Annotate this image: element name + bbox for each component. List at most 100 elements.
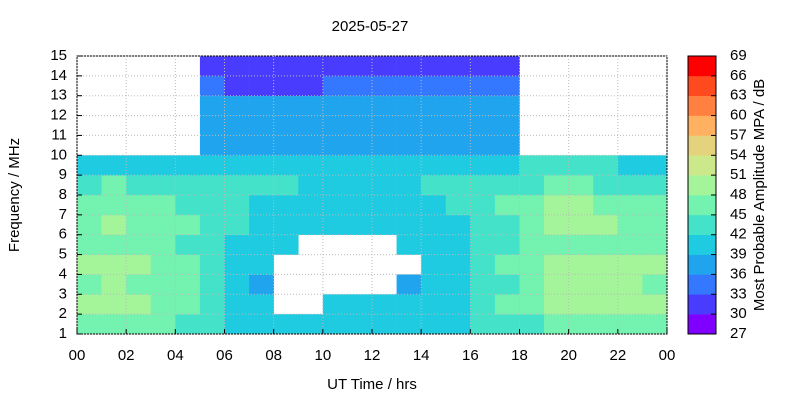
heatmap-cell <box>77 274 102 295</box>
heatmap-cell <box>642 195 668 216</box>
colorbar-swatch <box>688 294 716 315</box>
heatmap-cell <box>494 135 520 156</box>
heatmap-cell <box>347 175 373 196</box>
heatmap-cell <box>519 294 545 315</box>
heatmap-cell <box>199 115 225 136</box>
heatmap-cell <box>519 175 545 196</box>
heatmap-cell <box>568 254 594 275</box>
y-tick-label: 10 <box>50 146 67 163</box>
heatmap-cell <box>77 234 102 255</box>
heatmap-cell <box>445 294 471 315</box>
heatmap-cell <box>249 135 274 156</box>
heatmap-cell <box>494 56 520 77</box>
heatmap-cell <box>126 195 152 216</box>
heatmap-cell <box>494 195 520 216</box>
heatmap-cell <box>298 56 324 77</box>
colorbar-swatch <box>688 214 716 236</box>
heatmap-cell <box>347 155 373 176</box>
x-tick-label: 22 <box>609 347 626 364</box>
heatmap-cell <box>421 56 447 77</box>
heatmap-cell <box>249 155 274 176</box>
heatmap-cell <box>396 274 422 295</box>
heatmap-cell <box>101 195 127 216</box>
y-tick-label: 14 <box>50 67 67 84</box>
heatmap-cell <box>445 234 471 255</box>
heatmap-cell <box>568 195 594 216</box>
heatmap-cell <box>372 314 397 335</box>
heatmap-cell <box>396 234 422 255</box>
colorbar-tick-label: 27 <box>730 325 747 342</box>
x-tick-label: 20 <box>560 347 577 364</box>
heatmap-cell <box>519 195 545 216</box>
heatmap-cell <box>544 214 569 236</box>
heatmap-cell <box>372 155 397 176</box>
y-tick-label: 7 <box>59 206 67 223</box>
heatmap-cell <box>470 175 496 196</box>
y-tick-label: 9 <box>59 166 67 183</box>
heatmap-cell <box>347 314 373 335</box>
heatmap-cell <box>249 254 274 275</box>
heatmap-cell <box>126 155 152 176</box>
heatmap-cell <box>249 175 274 196</box>
heatmap-cell <box>199 135 225 156</box>
heatmap-cell <box>421 155 447 176</box>
heatmap-cell <box>470 75 496 97</box>
x-tick-label: 18 <box>511 347 528 364</box>
colorbar-swatch <box>688 115 716 136</box>
y-tick-label: 2 <box>59 305 67 322</box>
heatmap-cell <box>494 115 520 136</box>
heatmap-cell <box>126 314 152 335</box>
heatmap-cell <box>249 115 274 136</box>
colorbar-tick-label: 45 <box>730 206 747 223</box>
colorbar-tick-label: 66 <box>730 67 747 84</box>
y-tick-label: 1 <box>59 325 67 342</box>
heatmap-cell <box>544 175 569 196</box>
heatmap-cell <box>470 274 496 295</box>
heatmap-cell <box>544 155 569 176</box>
heatmap-cell <box>494 234 520 255</box>
heatmap-cell <box>347 115 373 136</box>
colorbar-tick-label: 54 <box>730 146 747 163</box>
heatmap-cell <box>249 95 274 116</box>
heatmap-cell <box>347 56 373 77</box>
heatmap-cell <box>175 314 201 335</box>
heatmap-cell <box>421 294 447 315</box>
heatmap-cell <box>199 294 225 315</box>
heatmap-cell <box>150 175 176 196</box>
heatmap-cell <box>199 234 225 255</box>
colorbar-tick-label: 36 <box>730 265 747 282</box>
heatmap-cell <box>494 274 520 295</box>
heatmap-cell <box>273 56 299 77</box>
heatmap-cell <box>593 234 619 255</box>
heatmap-cell <box>126 274 152 295</box>
heatmap-cell <box>273 234 299 255</box>
colorbar-tick-label: 69 <box>730 47 747 64</box>
heatmap-cell <box>150 254 176 275</box>
heatmap-cell <box>249 274 274 295</box>
y-tick-label: 13 <box>50 87 67 104</box>
colorbar-tick-label: 42 <box>730 226 747 243</box>
heatmap-cell <box>445 95 471 116</box>
heatmap-cell <box>494 175 520 196</box>
colorbar-swatch <box>688 75 716 97</box>
colorbar-tick-label: 51 <box>730 166 747 183</box>
heatmap-cell <box>101 274 127 295</box>
heatmap-cell <box>273 95 299 116</box>
heatmap-cell <box>175 254 201 275</box>
heatmap-cell <box>150 234 176 255</box>
heatmap-cell <box>568 175 594 196</box>
colorbar-tick-label: 39 <box>730 246 747 263</box>
heatmap-cell <box>298 214 324 236</box>
heatmap-cell <box>101 294 127 315</box>
heatmap-cell <box>470 115 496 136</box>
heatmap-cell <box>617 214 643 236</box>
heatmap-cell <box>347 214 373 236</box>
heatmap-cell <box>199 274 225 295</box>
heatmap-cell <box>470 254 496 275</box>
heatmap-cell <box>421 314 447 335</box>
heatmap-cell <box>421 214 447 236</box>
heatmap-cell <box>445 135 471 156</box>
heatmap-cell <box>298 155 324 176</box>
heatmap-cell <box>322 195 348 216</box>
heatmap-cell <box>126 175 152 196</box>
